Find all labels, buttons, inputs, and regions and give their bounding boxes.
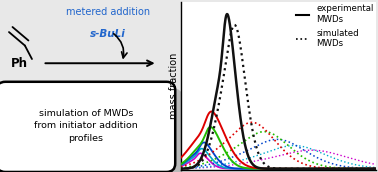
Text: metered addition: metered addition <box>66 7 150 17</box>
Text: Ph: Ph <box>11 57 28 70</box>
Legend: experimental
MWDs, simulated
MWDs: experimental MWDs, simulated MWDs <box>296 4 374 48</box>
Text: simulation of MWDs
from initiator addition
profiles: simulation of MWDs from initiator additi… <box>34 109 138 143</box>
FancyBboxPatch shape <box>4 89 182 172</box>
Y-axis label: mass fraction: mass fraction <box>169 53 179 119</box>
FancyBboxPatch shape <box>0 82 175 172</box>
Text: s-BuLi: s-BuLi <box>90 29 126 39</box>
